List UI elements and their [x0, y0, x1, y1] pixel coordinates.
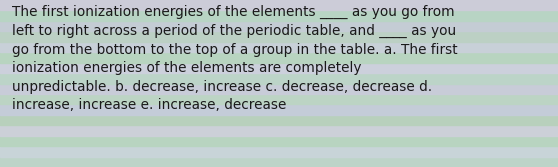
Bar	[0, 21, 558, 31]
Bar	[0, 0, 558, 10]
Bar	[0, 157, 558, 167]
Bar	[0, 42, 558, 52]
Bar	[0, 125, 558, 136]
Bar	[0, 94, 558, 104]
Bar	[0, 136, 558, 146]
Text: The first ionization energies of the elements ____ as you go from
left to right : The first ionization energies of the ele…	[12, 5, 458, 112]
Bar	[0, 115, 558, 125]
Bar	[0, 104, 558, 115]
Bar	[0, 73, 558, 84]
Bar	[0, 84, 558, 94]
Bar	[0, 146, 558, 157]
Bar	[0, 31, 558, 42]
Bar	[0, 52, 558, 63]
Bar	[0, 10, 558, 21]
Bar	[0, 63, 558, 73]
